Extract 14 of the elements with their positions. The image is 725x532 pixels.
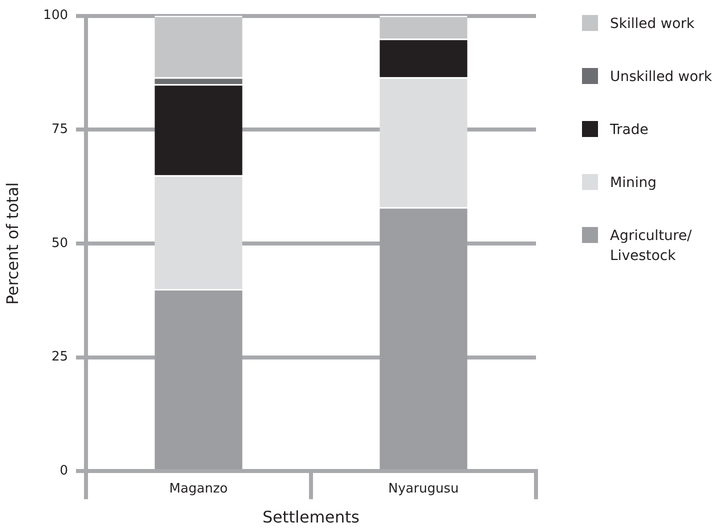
y-tick-label: 75: [51, 122, 68, 138]
y-tick-label: 100: [43, 8, 68, 24]
x-tick-label: Maganzo: [169, 481, 228, 496]
y-tick-label: 50: [51, 236, 68, 251]
legend-label: Skilled work: [610, 15, 694, 34]
legend-label: Mining: [610, 174, 656, 193]
y-tick-label: 25: [51, 350, 68, 365]
legend-label: Trade: [610, 121, 648, 140]
legend-label: Unskilled work: [610, 68, 712, 87]
x-tick-label: Nyarugusu: [388, 481, 459, 496]
legend-label: Agriculture/ Livestock: [610, 227, 693, 266]
y-axis-title: Percent of total: [2, 182, 22, 305]
x-axis-title: Settlements: [262, 508, 360, 527]
y-tick-label: 0: [60, 464, 68, 479]
